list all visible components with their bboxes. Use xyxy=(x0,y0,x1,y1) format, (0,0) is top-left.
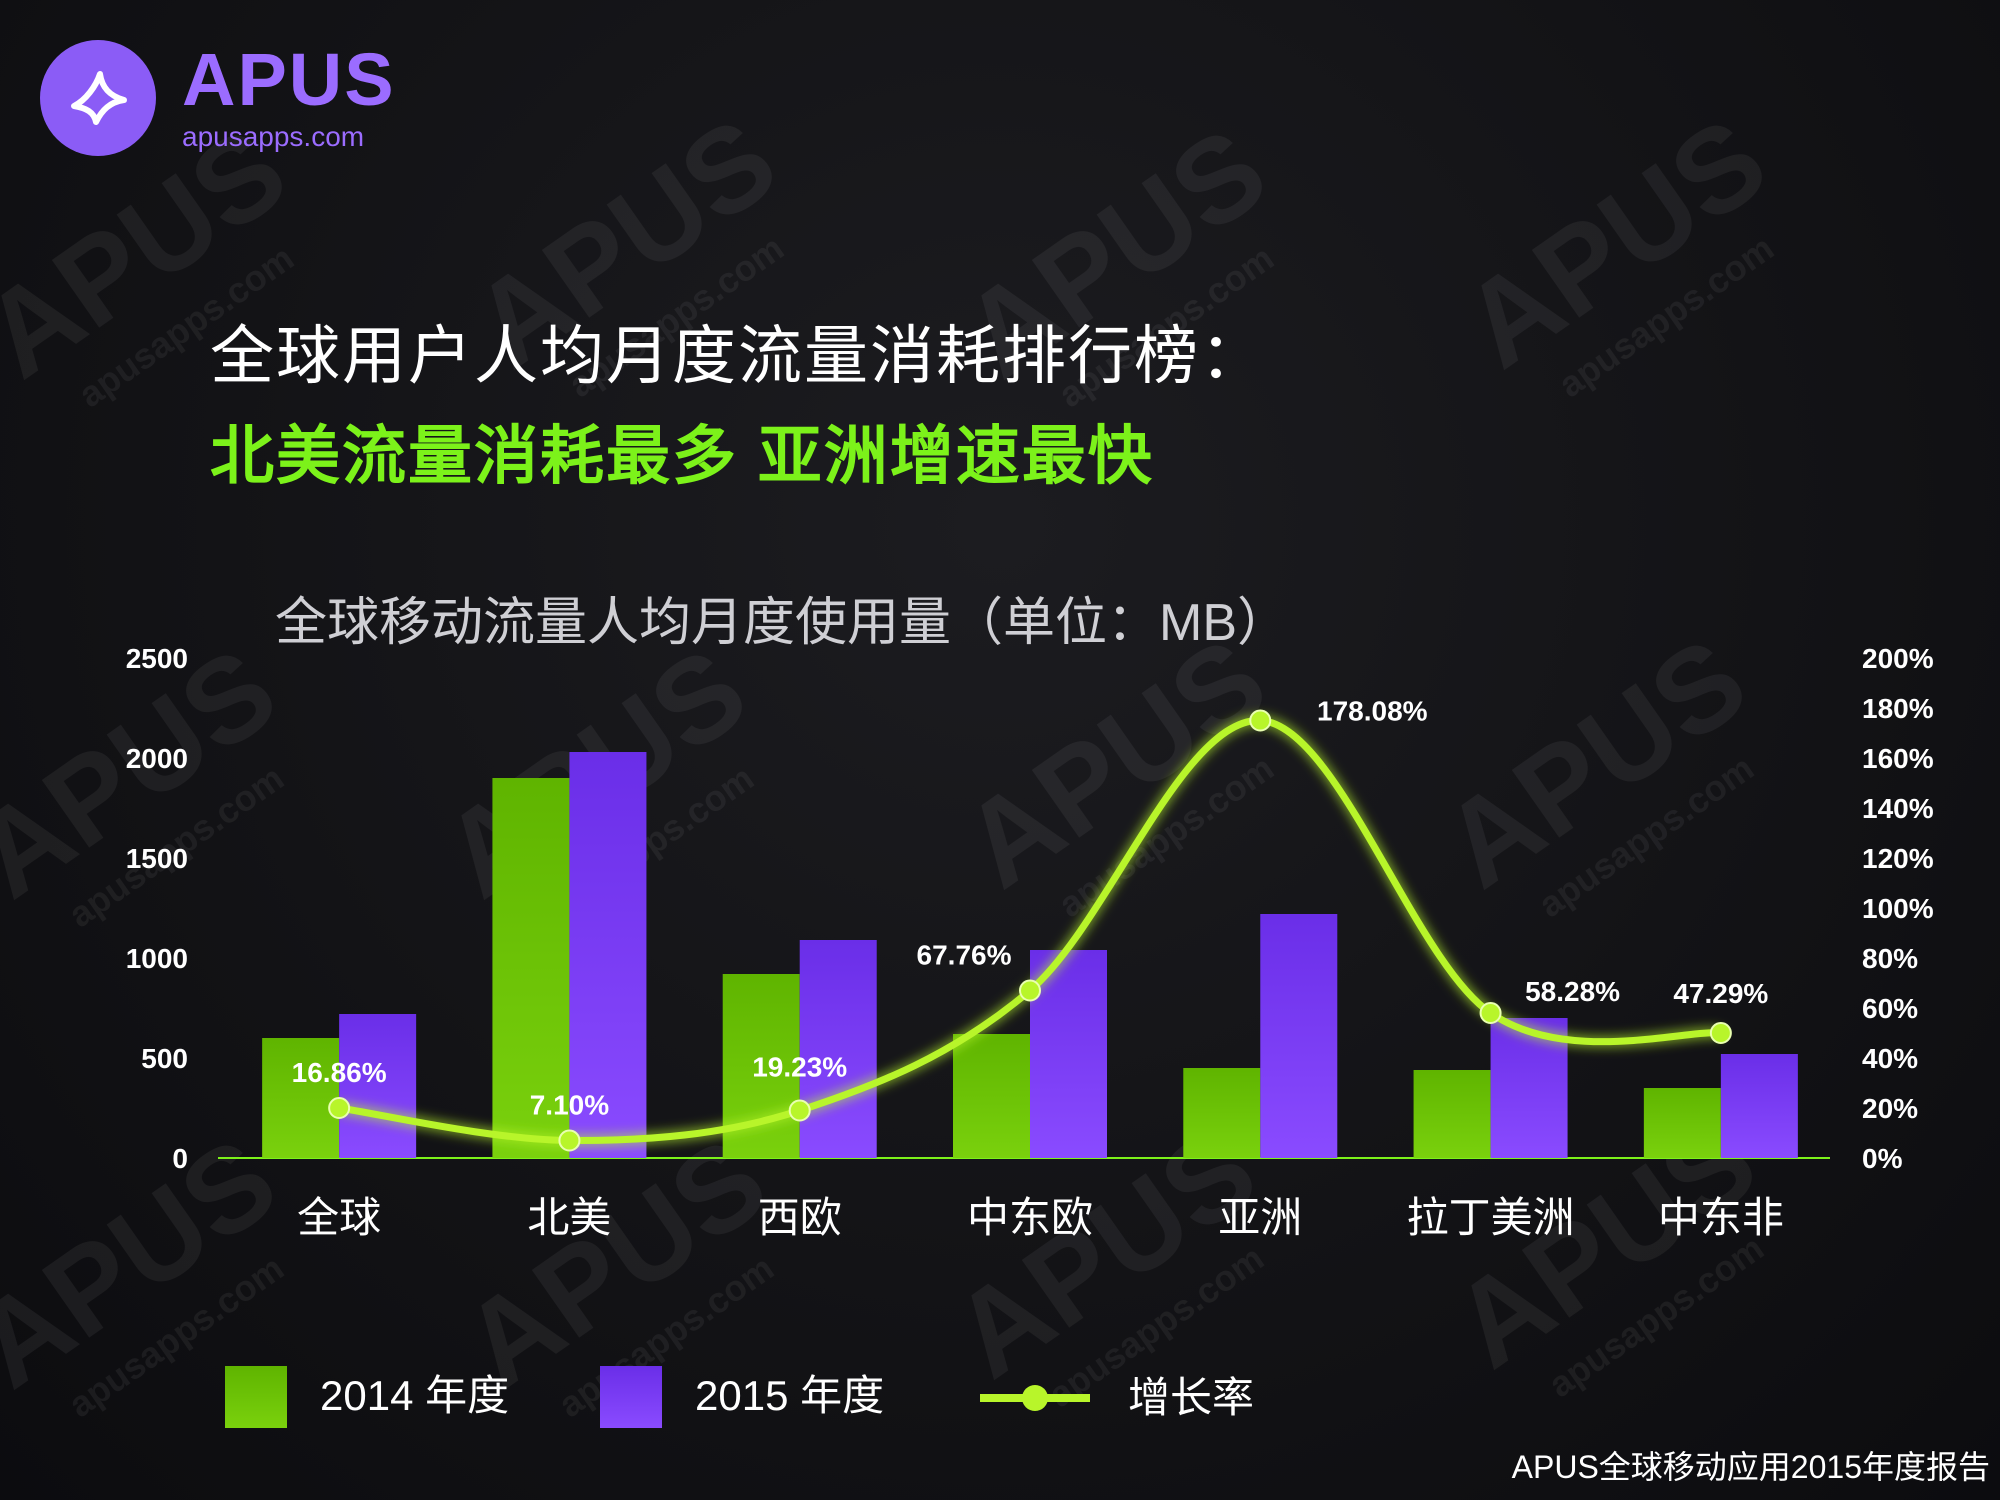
x-category-label: 亚洲 xyxy=(1218,1194,1302,1241)
y-right-tick-label: 100% xyxy=(1862,893,1934,924)
swallow-icon xyxy=(40,40,156,156)
headline-line1: 全球用户人均月度流量消耗排行榜： xyxy=(210,320,1266,392)
bar-2015 xyxy=(1260,914,1338,1158)
growth-point xyxy=(1709,1022,1732,1044)
bar-2014 xyxy=(1413,1070,1491,1158)
y-right-tick-label: 180% xyxy=(1862,693,1934,724)
bar-2015 xyxy=(1030,950,1107,1158)
legend-point-growth xyxy=(1022,1385,1048,1411)
bar-2014 xyxy=(492,778,570,1158)
bar-2015 xyxy=(1720,1054,1798,1158)
y-right-tick-label: 40% xyxy=(1862,1043,1918,1074)
growth-data-label: 58.28% xyxy=(1525,976,1620,1007)
y-left-tick-label: 0 xyxy=(172,1143,188,1174)
growth-point xyxy=(328,1097,351,1119)
growth-data-label: 178.08% xyxy=(1317,696,1428,727)
bar-2014 xyxy=(262,1038,340,1158)
y-right-tick-label: 20% xyxy=(1862,1093,1918,1124)
bar-2014 xyxy=(953,1034,1030,1158)
bar-2015 xyxy=(339,1014,417,1158)
y-right-tick-label: 80% xyxy=(1862,943,1918,974)
legend-swatch-2014 xyxy=(225,1366,287,1428)
y-right-tick-label: 200% xyxy=(1862,643,1934,674)
growth-point xyxy=(788,1099,811,1122)
y-left-tick-label: 2000 xyxy=(126,743,188,774)
y-left-tick-label: 2500 xyxy=(126,643,188,674)
bar-2014 xyxy=(1643,1088,1721,1158)
growth-data-label: 67.76% xyxy=(917,940,1012,971)
x-category-label: 西欧 xyxy=(758,1194,842,1241)
growth-point xyxy=(1479,1002,1502,1024)
growth-data-label: 19.23% xyxy=(752,1052,847,1083)
headline-line2: 北美流量消耗最多 亚洲增速最快 xyxy=(210,420,1154,492)
y-right-tick-label: 0% xyxy=(1862,1143,1903,1174)
legend-label-2014: 2014 年度 xyxy=(320,1372,509,1419)
x-category-label: 中东欧 xyxy=(967,1194,1093,1241)
growth-data-label: 7.10% xyxy=(530,1090,609,1121)
chart-title: 全球移动流量人均月度使用量（单位：MB） xyxy=(275,594,1289,652)
growth-data-label: 16.86% xyxy=(292,1057,387,1088)
bar-2015 xyxy=(799,940,877,1158)
growth-point xyxy=(1249,709,1272,732)
brand-logo: APUS apusapps.com xyxy=(40,40,396,156)
bar-2014 xyxy=(1183,1068,1261,1158)
growth-data-label: 47.29% xyxy=(1673,978,1768,1009)
y-left-tick-label: 500 xyxy=(141,1043,188,1074)
brand-url: apusapps.com xyxy=(182,121,365,152)
x-category-label: 北美 xyxy=(527,1194,611,1241)
y-right-tick-label: 140% xyxy=(1862,793,1934,824)
x-category-label: 中东非 xyxy=(1658,1194,1784,1241)
legend-label-growth: 增长率 xyxy=(1128,1374,1254,1421)
legend-label-2015: 2015 年度 xyxy=(695,1372,884,1419)
y-right-tick-label: 120% xyxy=(1862,843,1934,874)
y-left-tick-label: 1500 xyxy=(126,843,188,874)
brand-name: APUS xyxy=(182,38,396,121)
y-right-tick-label: 160% xyxy=(1862,743,1934,774)
growth-point xyxy=(1019,979,1041,1002)
footer-source: APUS全球移动应用2015年度报告 xyxy=(1511,1449,1990,1485)
legend-swatch-2015 xyxy=(600,1366,662,1428)
y-left-tick-label: 1000 xyxy=(126,943,188,974)
y-right-tick-label: 60% xyxy=(1862,993,1918,1024)
x-category-label: 拉丁美洲 xyxy=(1407,1194,1575,1241)
growth-point xyxy=(558,1129,581,1152)
bar-2015 xyxy=(569,752,647,1158)
x-category-label: 全球 xyxy=(297,1194,381,1241)
